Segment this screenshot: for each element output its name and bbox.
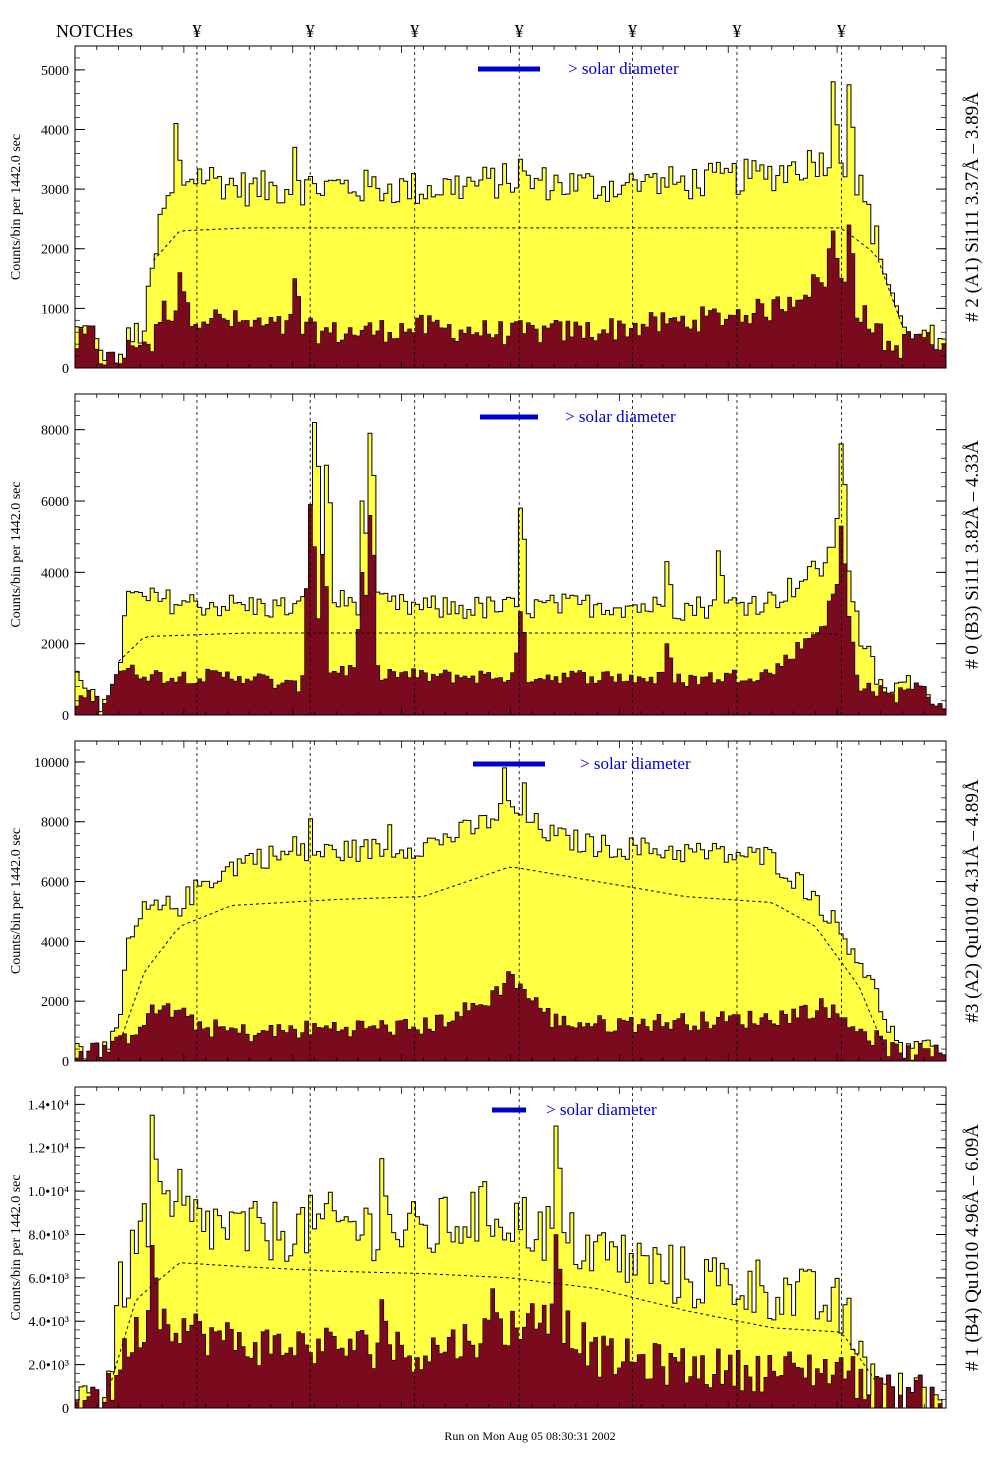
- notch-marker-7: ¥: [837, 21, 846, 41]
- y-tick-label: 4.0•10³: [28, 1315, 69, 1330]
- solar-diameter-label: > solar diameter: [546, 1100, 657, 1119]
- y-tick-label: 3000: [41, 183, 69, 198]
- lower-histogram: [74, 504, 947, 716]
- notch-marker-1: ¥: [192, 21, 201, 41]
- notch-header: NOTCHes ¥ ¥ ¥ ¥ ¥ ¥ ¥: [56, 21, 846, 41]
- notch-marker-3: ¥: [410, 21, 419, 41]
- smoothed-curve: [109, 1262, 877, 1387]
- panel-side-label: #3 (A2) Qu1010 4.31Å – 4.89Å: [962, 779, 983, 1023]
- y-tick-label: 10000: [34, 756, 69, 771]
- run-timestamp: Run on Mon Aug 05 08:30:31 2002: [444, 1429, 615, 1443]
- solar-diameter-label: > solar diameter: [565, 407, 676, 426]
- y-tick-label: 5000: [41, 64, 69, 79]
- panel-side-label: # 0 (B3) Si111 3.82Å – 4.33Å: [962, 440, 983, 669]
- y-tick-label: 0: [62, 1402, 69, 1417]
- panel-side-label: # 2 (A1) Si111 3.37Å – 3.89Å: [962, 92, 983, 322]
- lower-histogram: [74, 1234, 946, 1409]
- notch-marker-6: ¥: [732, 21, 741, 41]
- y-tick-label: 2000: [41, 243, 69, 258]
- y-tick-label: 1.0•10⁴: [28, 1185, 69, 1200]
- smoothed-curve: [118, 866, 886, 1050]
- y-axis-label: Counts/bin per 1442.0 sec: [9, 1174, 24, 1320]
- upper-histogram: [74, 422, 947, 716]
- notch-marker-4: ¥: [515, 21, 524, 41]
- y-tick-label: 1.4•10⁴: [28, 1098, 69, 1113]
- solar-diameter-label: > solar diameter: [580, 754, 691, 773]
- y-axis-label: Counts/bin per 1442.0 sec: [9, 828, 24, 974]
- upper-histogram: [74, 767, 947, 1062]
- notches-label: NOTCHes: [56, 21, 133, 41]
- y-tick-label: 6.0•10³: [28, 1272, 69, 1287]
- lower-histogram: [74, 971, 947, 1062]
- y-tick-label: 8.0•10³: [28, 1228, 69, 1243]
- y-tick-label: 2.0•10³: [28, 1359, 69, 1374]
- y-tick-label: 0: [62, 709, 69, 724]
- panel-3: 0 2000 4000 6000 8000 10000 Counts/bin per 144…: [9, 740, 983, 1070]
- y-tick-label: 8000: [41, 816, 69, 831]
- y-tick-label: 1.2•10⁴: [28, 1142, 69, 1157]
- notch-marker-2: ¥: [306, 21, 315, 41]
- y-tick-label: 0: [62, 362, 69, 377]
- y-tick-label: 4000: [41, 566, 69, 581]
- smoothed-curve: [118, 632, 842, 662]
- y-tick-label: 4000: [41, 935, 69, 950]
- panel-1: 0 1000 2000 3000 4000 5000 Counts/bin per 1442…: [9, 45, 983, 377]
- panel-side-label: # 1 (B4) Qu1010 4.96Å – 6.09Å: [962, 1124, 983, 1371]
- panel-4: 0 2.0•10³ 4.0•10³ 6.0•10³ 8.0•10³ 1.0•10⁴ 1.2•…: [9, 1086, 983, 1417]
- y-axis-label: Counts/bin per 1442.0 sec: [9, 481, 24, 627]
- notch-marker-5: ¥: [628, 21, 637, 41]
- y-axis-label: Counts/bin per 1442.0 sec: [9, 134, 24, 280]
- y-tick-label: 6000: [41, 876, 69, 891]
- smoothed-curve: [153, 227, 903, 327]
- panel-2: 0 2000 4000 6000 8000 Counts/bin per 1442.0 s…: [9, 393, 983, 724]
- y-tick-label: 8000: [41, 424, 69, 439]
- y-tick-label: 6000: [41, 495, 69, 510]
- upper-histogram: [74, 1114, 946, 1409]
- y-tick-label: 2000: [41, 995, 69, 1010]
- y-tick-label: 0: [62, 1055, 69, 1070]
- y-tick-label: 1000: [41, 302, 69, 317]
- y-tick-label: 2000: [41, 638, 69, 653]
- solar-diameter-label: > solar diameter: [568, 59, 679, 78]
- lower-histogram: [74, 224, 947, 369]
- y-tick-label: 4000: [41, 123, 69, 138]
